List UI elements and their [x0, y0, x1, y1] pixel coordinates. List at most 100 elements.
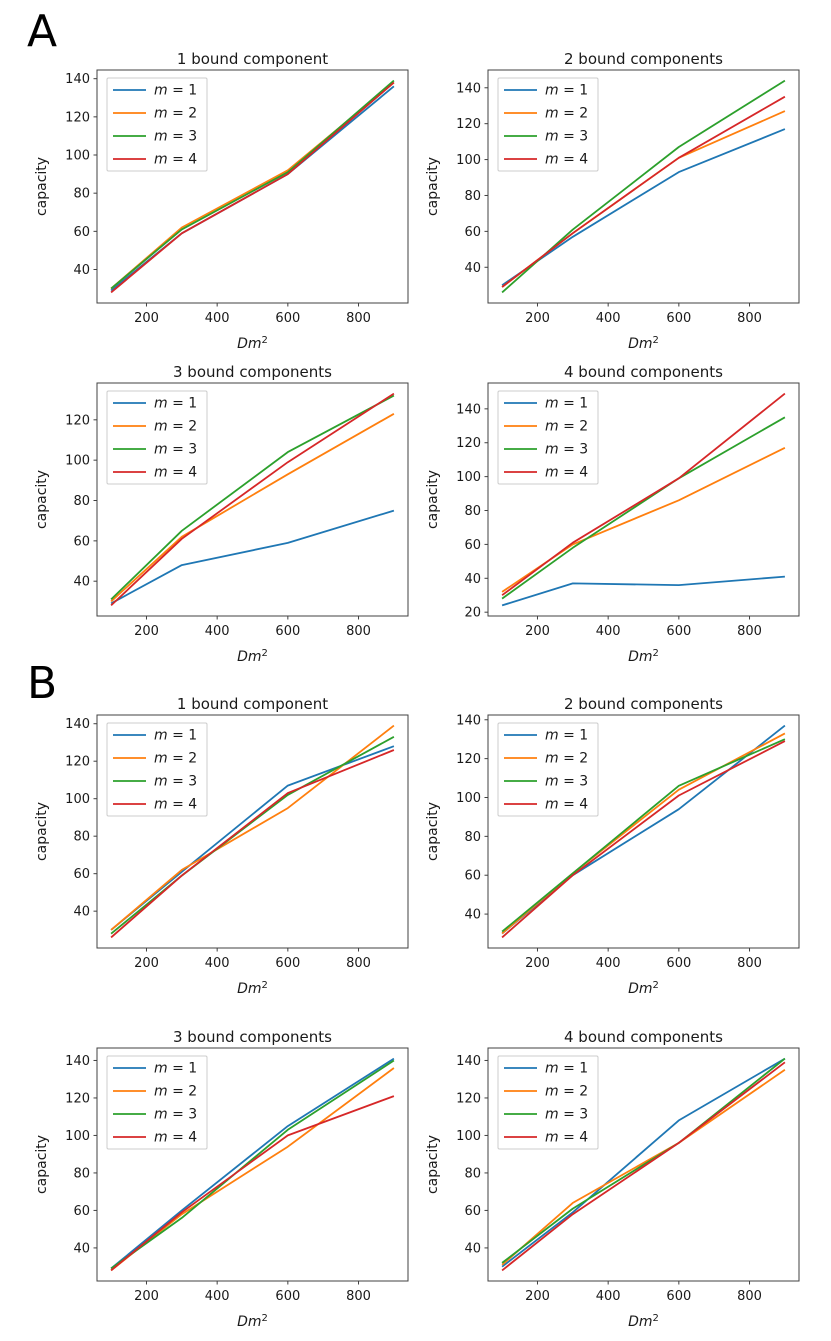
y-tick-label: 140 [65, 1054, 90, 1069]
series-line-3 [110, 79, 395, 290]
legend-label-4: m = 4 [545, 465, 588, 481]
y-tick-label: 120 [65, 755, 90, 770]
x-axis-label: Dm2 [237, 980, 268, 997]
x-tick-label: 400 [596, 311, 621, 326]
x-tick-label: 600 [275, 1289, 300, 1304]
x-tick-label: 600 [666, 311, 691, 326]
y-tick-label: 60 [73, 534, 90, 549]
legend-label-4: m = 4 [545, 1130, 588, 1146]
x-tick-label: 400 [205, 1289, 230, 1304]
y-tick-label: 140 [456, 1054, 481, 1069]
legend-label-3: m = 3 [154, 129, 197, 145]
y-axis-label: capacity [425, 802, 441, 861]
x-axis-label: Dm2 [237, 335, 268, 352]
y-tick-label: 40 [73, 1241, 90, 1256]
legend-label-3: m = 3 [154, 774, 197, 790]
y-tick-label: 80 [73, 187, 90, 202]
y-tick-label: 120 [456, 1091, 481, 1106]
x-tick-label: 400 [596, 1289, 621, 1304]
axes-frame [96, 382, 409, 617]
x-tick-label: 400 [596, 624, 621, 639]
legend-label-1: m = 1 [545, 83, 588, 99]
legend-frame [497, 77, 599, 172]
y-tick-label: 100 [456, 153, 481, 168]
y-tick-label: 80 [73, 494, 90, 509]
series-line-1 [501, 1057, 786, 1268]
x-tick-label: 800 [346, 624, 371, 639]
chart-a-3-bound-components: 3 bound components 200 400 600 800 40 60 80 100 1… [0, 343, 415, 673]
legend-label-2: m = 2 [154, 1084, 197, 1100]
y-tick-label: 80 [464, 504, 481, 519]
y-tick-label: 100 [65, 454, 90, 469]
line-chart-svg: 3 bound components 200 400 600 800 40 60 80 100 1… [34, 363, 409, 665]
y-tick-label: 100 [65, 1129, 90, 1144]
x-tick-label: 600 [666, 624, 691, 639]
x-tick-label: 600 [666, 1289, 691, 1304]
x-tick-label: 200 [134, 311, 159, 326]
series-line-3 [501, 416, 786, 600]
y-tick-label: 60 [73, 1204, 90, 1219]
y-tick-label: 60 [464, 538, 481, 553]
x-tick-label: 400 [596, 956, 621, 971]
series-line-4 [501, 1061, 786, 1272]
chart-a-2-bound-components: 2 bound components 200 400 600 800 40 60 80 100 1… [391, 30, 806, 360]
line-chart-svg: 1 bound component 200 400 600 800 40 60 80 100 12… [34, 695, 409, 997]
chart-title: 2 bound components [564, 50, 723, 68]
x-tick-label: 400 [205, 624, 230, 639]
y-tick-label: 120 [456, 117, 481, 132]
x-tick-label: 200 [525, 624, 550, 639]
line-chart-svg: 1 bound component 200 400 600 800 40 60 80 100 12… [34, 50, 409, 352]
line-chart-svg: 2 bound components 200 400 600 800 40 60 80 100 1… [425, 695, 800, 997]
series-line-3 [110, 394, 395, 601]
chart-title: 3 bound components [173, 363, 332, 381]
y-axis-label: capacity [425, 470, 441, 529]
series-line-4 [110, 1095, 395, 1272]
legend-label-1: m = 1 [154, 396, 197, 412]
y-tick-label: 20 [464, 606, 481, 621]
legend-label-1: m = 1 [154, 728, 197, 744]
y-tick-label: 80 [464, 189, 481, 204]
series-line-4 [501, 392, 786, 596]
legend-label-3: m = 3 [154, 442, 197, 458]
x-tick-label: 600 [275, 624, 300, 639]
series-line-4 [110, 392, 395, 607]
axes-frame [96, 1047, 409, 1282]
x-axis-label: Dm2 [628, 1313, 659, 1330]
series-line-3 [501, 738, 786, 933]
legend-frame [497, 722, 599, 817]
legend-label-2: m = 2 [545, 106, 588, 122]
x-tick-label: 400 [205, 956, 230, 971]
legend-label-3: m = 3 [154, 1107, 197, 1123]
x-axis-label: Dm2 [628, 648, 659, 665]
y-axis-label: capacity [425, 1135, 441, 1194]
x-tick-label: 800 [346, 1289, 371, 1304]
y-axis-label: capacity [34, 802, 50, 861]
legend-label-4: m = 4 [154, 1130, 197, 1146]
chart-title: 3 bound components [173, 1028, 332, 1046]
chart-b-3-bound-components: 3 bound components 200 400 600 800 40 60 80 100 1… [0, 1008, 415, 1338]
y-tick-label: 40 [464, 908, 481, 923]
legend-frame [497, 390, 599, 485]
series-line-4 [501, 740, 786, 939]
legend-label-4: m = 4 [154, 465, 197, 481]
legend-label-3: m = 3 [545, 1107, 588, 1123]
y-tick-label: 60 [73, 225, 90, 240]
y-tick-label: 80 [464, 830, 481, 845]
x-tick-label: 800 [346, 956, 371, 971]
y-tick-label: 40 [464, 261, 481, 276]
y-tick-label: 60 [464, 869, 481, 884]
series-line-2 [501, 1069, 786, 1266]
legend-label-2: m = 2 [154, 106, 197, 122]
y-tick-label: 100 [65, 792, 90, 807]
y-tick-label: 120 [65, 413, 90, 428]
legend-label-4: m = 4 [154, 797, 197, 813]
legend-label-1: m = 1 [545, 396, 588, 412]
y-tick-label: 100 [456, 470, 481, 485]
legend-frame [106, 390, 208, 485]
y-tick-label: 120 [65, 110, 90, 125]
y-tick-label: 140 [456, 713, 481, 728]
y-axis-label: capacity [34, 157, 50, 216]
legend-label-2: m = 2 [545, 419, 588, 435]
legend-label-1: m = 1 [545, 728, 588, 744]
y-tick-label: 60 [73, 867, 90, 882]
